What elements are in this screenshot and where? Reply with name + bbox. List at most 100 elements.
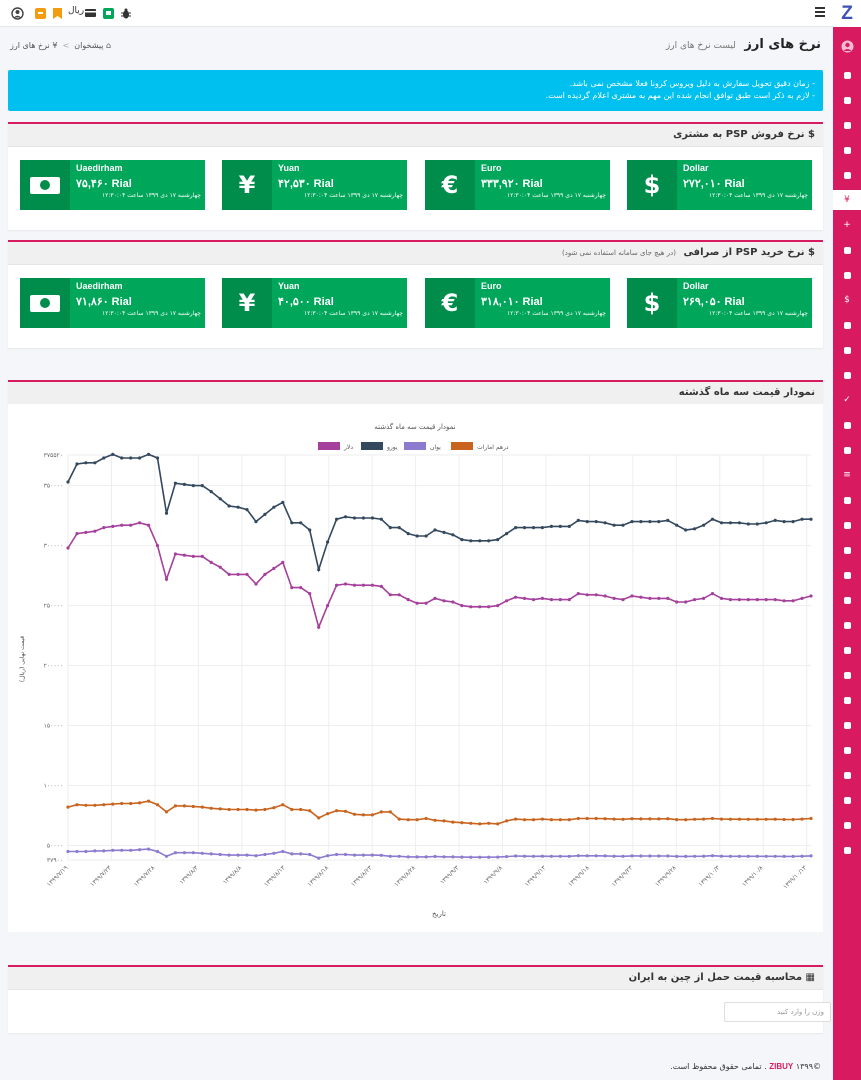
plus-icon[interactable]: + bbox=[843, 220, 851, 230]
breadcrumb-home[interactable]: پیشخوان bbox=[74, 41, 104, 50]
series-point bbox=[155, 456, 160, 460]
bug-icon[interactable] bbox=[120, 6, 132, 20]
y-tick-label: ۳۰۰۰۰۰ bbox=[44, 543, 63, 550]
app-logo[interactable]: Z bbox=[833, 0, 861, 27]
series-point bbox=[764, 521, 768, 525]
alert-line-1: - زمان دقیق تحویل سفارش به دلیل ویروس کر… bbox=[569, 79, 815, 88]
series-point bbox=[478, 539, 482, 543]
legend-swatch bbox=[404, 442, 426, 450]
bug-icon[interactable] bbox=[833, 165, 861, 185]
print-icon[interactable] bbox=[833, 740, 861, 760]
menu-icon[interactable]: ≡ bbox=[843, 470, 851, 480]
chart-panel-header: نمودار قیمت سه ماه گذشته bbox=[8, 382, 823, 405]
pie-icon[interactable] bbox=[833, 540, 861, 560]
series-point bbox=[630, 520, 634, 524]
window-icon[interactable] bbox=[833, 565, 861, 585]
series-point bbox=[630, 594, 634, 598]
weight-input[interactable]: وزن را وارد کنید bbox=[724, 1002, 831, 1022]
table-icon[interactable] bbox=[833, 690, 861, 710]
series-point bbox=[585, 816, 589, 821]
series-point bbox=[737, 598, 742, 602]
calculator-icon[interactable] bbox=[833, 765, 861, 785]
series-point bbox=[406, 855, 410, 859]
search-icon[interactable] bbox=[833, 440, 861, 460]
series-point bbox=[308, 852, 312, 857]
series-point bbox=[317, 856, 321, 860]
card-icon[interactable] bbox=[84, 6, 96, 20]
sync-icon[interactable] bbox=[833, 590, 861, 610]
series-point bbox=[558, 524, 562, 528]
series-point bbox=[379, 584, 383, 588]
series-point bbox=[272, 566, 276, 570]
currency-label[interactable]: ریال bbox=[68, 6, 85, 16]
menu-toggle-icon[interactable] bbox=[815, 7, 825, 19]
series-point bbox=[84, 849, 88, 854]
dollar-icon: $ bbox=[627, 278, 677, 328]
inbox-icon[interactable] bbox=[833, 615, 861, 635]
series-point bbox=[558, 818, 562, 822]
avatar-icon[interactable] bbox=[833, 36, 861, 56]
series-point bbox=[173, 481, 177, 485]
series-point bbox=[514, 526, 518, 530]
money-bill-icon bbox=[20, 278, 70, 328]
print-icon[interactable] bbox=[833, 365, 861, 385]
series-point bbox=[675, 523, 679, 527]
dashboard-icon[interactable] bbox=[833, 65, 861, 85]
save-icon[interactable] bbox=[833, 315, 861, 335]
group-icon[interactable] bbox=[833, 490, 861, 510]
series-point bbox=[227, 853, 231, 857]
card-name: Uaedirham bbox=[76, 163, 123, 173]
series-point bbox=[657, 520, 661, 524]
cut-icon[interactable] bbox=[833, 640, 861, 660]
user-circle-icon[interactable] bbox=[10, 6, 24, 20]
print-icon[interactable] bbox=[833, 665, 861, 685]
series-point bbox=[191, 804, 195, 809]
series-point bbox=[460, 855, 464, 859]
series-point bbox=[245, 572, 249, 576]
chat-icon[interactable] bbox=[833, 515, 861, 535]
series-point bbox=[299, 586, 303, 590]
series-point bbox=[218, 852, 222, 857]
series-point bbox=[585, 593, 589, 597]
list-icon[interactable] bbox=[833, 240, 861, 260]
yen-icon: ¥ bbox=[222, 160, 272, 210]
series-point bbox=[684, 854, 688, 858]
series-point bbox=[424, 534, 428, 538]
chat-icon[interactable] bbox=[102, 6, 114, 20]
refresh-icon[interactable] bbox=[833, 340, 861, 360]
series-point bbox=[630, 817, 634, 821]
series-point bbox=[343, 515, 348, 519]
series-point bbox=[693, 527, 697, 531]
table-icon[interactable] bbox=[833, 715, 861, 735]
settings-icon[interactable] bbox=[833, 840, 861, 860]
series-point bbox=[666, 854, 670, 858]
x-tick-label: ۱۳۹۹/۱۰/۳ bbox=[697, 864, 721, 888]
series-point bbox=[317, 816, 321, 820]
graduation-icon[interactable] bbox=[833, 140, 861, 160]
lock-icon[interactable] bbox=[833, 815, 861, 835]
series-point bbox=[800, 596, 804, 600]
series-point bbox=[263, 852, 267, 857]
check-icon[interactable]: ✓ bbox=[843, 395, 851, 405]
gift-icon[interactable] bbox=[34, 6, 46, 20]
dollar-icon: $ bbox=[808, 129, 815, 140]
x-tick-label: ۱۳۹۹/۸/۱۸ bbox=[306, 864, 330, 888]
series-point bbox=[236, 572, 240, 576]
location-icon[interactable] bbox=[833, 265, 861, 285]
bell-icon[interactable] bbox=[833, 90, 861, 110]
money-bill-icon bbox=[20, 160, 70, 210]
series-point bbox=[299, 521, 303, 525]
yen-icon[interactable]: ¥ bbox=[833, 190, 861, 210]
search-icon[interactable] bbox=[833, 415, 861, 435]
series-point bbox=[603, 521, 607, 525]
bookmark-icon[interactable] bbox=[52, 6, 62, 20]
series-point bbox=[326, 854, 330, 858]
series-point bbox=[487, 539, 491, 543]
footer-brand[interactable]: ZIBUY bbox=[769, 1062, 794, 1071]
series-point bbox=[549, 524, 554, 528]
wrench-icon[interactable] bbox=[833, 115, 861, 135]
dollar-icon[interactable]: $ bbox=[844, 295, 850, 305]
x-tick-label: ۱۳۹۹/۹/۲۳ bbox=[611, 864, 635, 888]
user-icon[interactable] bbox=[833, 790, 861, 810]
series-point bbox=[737, 854, 742, 858]
